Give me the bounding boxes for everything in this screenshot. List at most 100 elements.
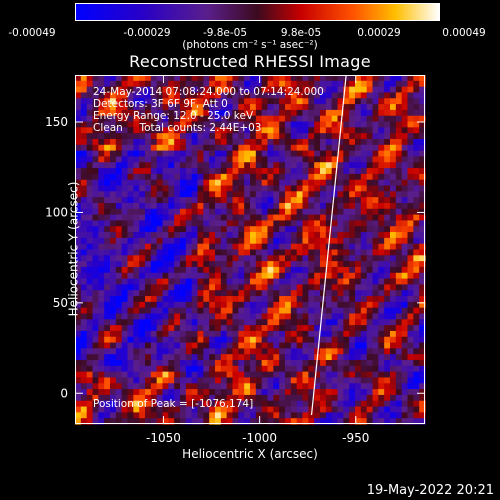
heatmap-cell — [110, 109, 117, 117]
heatmap-cell — [220, 150, 228, 158]
heatmap-cell — [343, 290, 350, 297]
heatmap-cell — [110, 290, 117, 297]
heatmap-cell — [104, 360, 111, 367]
heatmap-cell — [360, 261, 368, 268]
heatmap-cell — [273, 412, 280, 419]
heatmap-cell — [110, 307, 117, 315]
heatmap-cell — [302, 179, 309, 187]
heatmap-cell — [174, 162, 181, 169]
heatmap-cell — [139, 389, 146, 396]
heatmap-cell — [80, 98, 88, 105]
heatmap-cell — [215, 412, 222, 419]
heatmap-cell — [302, 150, 309, 158]
heatmap-cell — [209, 330, 216, 338]
heatmap-cell — [145, 307, 152, 315]
heatmap-cell — [360, 290, 368, 297]
heatmap-cell — [314, 278, 321, 285]
heatmap-cell — [133, 406, 140, 413]
heatmap-cell — [349, 156, 356, 163]
heatmap-cell — [302, 255, 309, 262]
heatmap-cell — [250, 272, 257, 280]
heatmap-cell — [127, 156, 134, 163]
heatmap-cell — [98, 156, 105, 163]
heatmap-cell — [337, 168, 344, 175]
heatmap-cell — [314, 115, 321, 123]
heatmap-cell — [220, 360, 228, 367]
heatmap-cell — [145, 313, 152, 320]
heatmap-cell — [314, 133, 321, 140]
heatmap-cell — [401, 214, 409, 222]
heatmap-cell — [331, 168, 339, 175]
heatmap-cell — [285, 127, 292, 134]
heatmap-cell — [162, 237, 169, 245]
heatmap-cell — [325, 86, 333, 94]
heatmap-cell — [378, 342, 385, 349]
heatmap-cell — [232, 75, 239, 82]
heatmap-cell — [273, 255, 280, 262]
heatmap-cell — [302, 133, 309, 140]
heatmap-cell — [302, 138, 309, 146]
heatmap-cell — [325, 348, 333, 355]
heatmap-cell — [75, 104, 82, 111]
heatmap-cell — [308, 80, 315, 88]
heatmap-cell — [255, 266, 263, 274]
heatmap-cell — [419, 115, 426, 123]
heatmap-cell — [355, 261, 362, 268]
heatmap-cell — [238, 278, 245, 285]
heatmap-cell — [325, 104, 333, 111]
heatmap-cell — [366, 325, 374, 332]
heatmap-cell — [372, 98, 379, 105]
heatmap-cell — [308, 98, 315, 105]
heatmap-cell — [232, 266, 239, 274]
heatmap-cell — [419, 214, 426, 222]
heatmap-cell — [296, 266, 304, 274]
heatmap-cell — [115, 179, 123, 187]
heatmap-cell — [261, 237, 269, 245]
heatmap-cell — [372, 313, 379, 320]
heatmap-cell — [407, 249, 414, 256]
heatmap-cell — [395, 75, 403, 82]
heatmap-cell — [185, 371, 193, 379]
heatmap-cell — [244, 406, 251, 413]
heatmap-cell — [150, 400, 158, 408]
heatmap-cell — [273, 168, 280, 175]
heatmap-cell — [145, 208, 152, 216]
heatmap-cell — [185, 418, 193, 425]
heatmap-cell — [203, 138, 210, 146]
heatmap-cell — [180, 86, 187, 94]
heatmap-cell — [290, 313, 298, 320]
heatmap-cell — [360, 319, 368, 326]
heatmap-cell — [419, 249, 426, 256]
heatmap-cell — [232, 220, 239, 227]
heatmap-cell — [261, 360, 269, 367]
heatmap-cell — [168, 354, 175, 361]
heatmap-cell — [390, 92, 397, 99]
heatmap-cell — [86, 92, 94, 99]
heatmap-cell — [390, 354, 397, 361]
heatmap-cell — [197, 290, 204, 297]
heatmap-cell — [320, 307, 327, 315]
heatmap-cell — [296, 179, 304, 187]
heatmap-cell — [320, 342, 327, 349]
heatmap-cell — [372, 360, 379, 367]
heatmap-cell — [296, 261, 304, 268]
heatmap-cell — [209, 226, 216, 233]
heatmap-cell — [366, 371, 374, 379]
heatmap-cell — [174, 109, 181, 117]
heatmap-cell — [360, 104, 368, 111]
heatmap-cell — [261, 92, 269, 99]
heatmap-cell — [285, 237, 292, 245]
heatmap-cell — [273, 307, 280, 315]
heatmap-cell — [261, 301, 269, 309]
heatmap-cell — [145, 156, 152, 163]
heatmap-cell — [139, 313, 146, 320]
heatmap-cell — [226, 377, 234, 384]
heatmap-cell — [279, 330, 286, 338]
heatmap-cell — [331, 109, 339, 117]
heatmap-cell — [395, 80, 403, 88]
heatmap-cell — [156, 214, 164, 222]
heatmap-cell — [75, 98, 82, 105]
heatmap-cell — [261, 202, 269, 210]
heatmap-cell — [267, 185, 274, 192]
heatmap-cell — [285, 348, 292, 355]
